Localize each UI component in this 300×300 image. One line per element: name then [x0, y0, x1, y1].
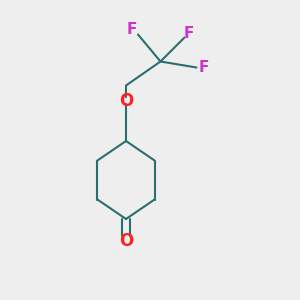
Text: O: O [119, 92, 133, 110]
Text: F: F [184, 26, 194, 40]
Text: F: F [127, 22, 137, 38]
Text: F: F [199, 60, 209, 75]
Text: O: O [119, 232, 133, 250]
